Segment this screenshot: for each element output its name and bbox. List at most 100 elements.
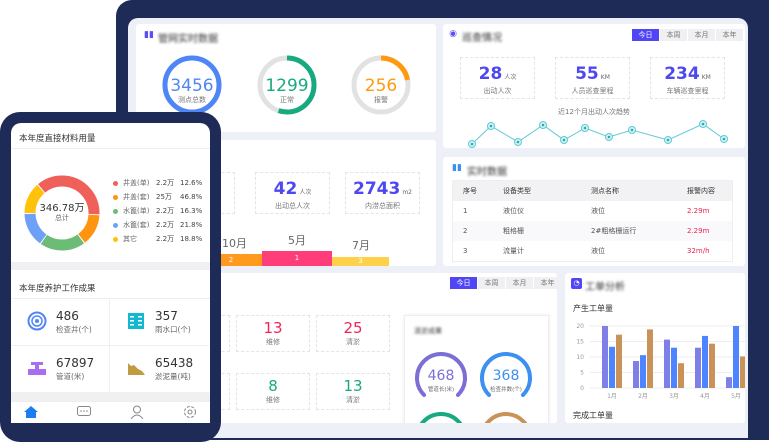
- stat-value: 2743: [353, 179, 401, 199]
- legend-name: 井盖(套): [123, 193, 150, 201]
- trend-point-center: [470, 142, 474, 146]
- legend-value: 2.2万: [156, 221, 175, 229]
- stat-value: 234: [664, 64, 700, 84]
- tab-week[interactable]: 本周: [660, 29, 687, 41]
- card-title: 实时数据: [467, 167, 507, 178]
- stat-unit: 人次: [299, 189, 312, 196]
- maintenance-item[interactable]: 65438 淤泥量(吨): [110, 346, 209, 393]
- cell: 液位: [591, 247, 605, 255]
- legend-name: 水篦(套): [123, 221, 150, 229]
- y-tick-label: 0: [580, 385, 584, 392]
- bar: [647, 329, 653, 388]
- month-bar: 1: [262, 251, 332, 266]
- tab-month[interactable]: 本月: [506, 277, 533, 289]
- user-icon[interactable]: [129, 405, 145, 419]
- legend-item: 水篦(套) 2.2万 21.8%: [113, 220, 202, 230]
- cell: 流量计: [503, 247, 524, 255]
- item-value: 65438: [155, 356, 194, 370]
- stat-total-dispatch: 42 人次 出动总人次: [255, 172, 330, 214]
- legend-value: 2.2万: [156, 179, 175, 187]
- bar: [671, 347, 677, 388]
- stat-label: 车辆巡查里程: [666, 87, 709, 95]
- section-separator: [11, 262, 210, 270]
- maintenance-item[interactable]: 486 检查井(个): [11, 299, 110, 346]
- trend-point-center: [701, 122, 705, 126]
- bar: [602, 326, 608, 388]
- item-label: 雨水口(个): [155, 325, 191, 334]
- bar-chart-icon: ▮▮: [144, 30, 154, 40]
- bar: [733, 326, 739, 388]
- legend-dot: [113, 236, 118, 242]
- tab-year[interactable]: 本年: [534, 277, 557, 289]
- chart-title-completed: 完成工单量: [573, 411, 613, 420]
- bar: [664, 339, 670, 388]
- legend-name: 井盖(单): [123, 179, 150, 187]
- cell: 液位仪: [503, 207, 524, 215]
- work-label: 维修: [266, 338, 280, 346]
- col-device: 设备类型: [493, 181, 581, 201]
- trend-point-center: [489, 124, 493, 128]
- trend-point-center: [666, 138, 670, 142]
- work-label: 清淤: [346, 338, 360, 346]
- stat-staff-mileage: 55 KM 人员巡查里程: [555, 57, 630, 99]
- pie-chart-icon: ◔: [571, 278, 582, 289]
- work-box: 13 清淤: [316, 373, 390, 410]
- trend-point-center: [607, 135, 611, 139]
- work-label: 清淤: [346, 396, 360, 404]
- table-row[interactable]: 3 流量计 液位 32m/h: [453, 241, 732, 261]
- item-label: 淤泥量(吨): [155, 372, 191, 381]
- stat-label: 内涝总面积: [365, 202, 400, 210]
- legend-dot: [113, 194, 118, 200]
- tab-month[interactable]: 本月: [688, 29, 715, 41]
- legend-value: 25万: [156, 193, 172, 201]
- cell: 3: [463, 247, 468, 255]
- home-icon[interactable]: [23, 405, 39, 419]
- legend-dot: [113, 222, 118, 228]
- gauge-value: 468: [427, 368, 455, 384]
- month-label: 5月: [288, 234, 306, 247]
- ring-label: 测点总数: [178, 96, 206, 104]
- divider: [11, 298, 210, 299]
- ring-label: 正常: [280, 96, 294, 104]
- stat-unit: 人次: [504, 74, 517, 81]
- x-tick-label: 2月: [638, 393, 648, 400]
- item-label: 检查井(个): [56, 325, 92, 334]
- tab-today[interactable]: 今日: [450, 277, 477, 289]
- phone-screen: 本年度直接材料用量 346.78万 总计 井盖(单) 2.2万 12.6% 井盖(套)…: [11, 123, 210, 423]
- table-row[interactable]: 2 粗格栅 2#粗格栅运行 2.29m: [453, 221, 732, 241]
- ring-value: 3456: [170, 76, 214, 96]
- legend-name: 水篦(单): [123, 207, 150, 215]
- maintenance-item[interactable]: 67897 管道(米): [11, 346, 110, 393]
- cell: 1: [463, 207, 468, 215]
- cell: 液位: [591, 207, 605, 215]
- dredge-summary-card: 42 人次 出动总人次 2743 m2 内涝总面积 10月 5月 7月 2 1 3: [200, 140, 436, 266]
- settings-icon[interactable]: [182, 405, 198, 419]
- trend-point-center: [562, 138, 566, 142]
- message-icon[interactable]: [76, 405, 92, 419]
- work-box: 25 清淤: [316, 315, 390, 352]
- legend-pct: 46.8%: [180, 193, 203, 201]
- legend-item: 井盖(套) 25万 46.8%: [113, 192, 202, 202]
- stat-label: 出动总人次: [275, 202, 310, 210]
- gauge-arc: [484, 412, 528, 423]
- y-tick-label: 10: [576, 354, 584, 361]
- item-value: 357: [155, 309, 178, 323]
- stat-unit: KM: [600, 74, 610, 81]
- col-index: 序号: [453, 181, 493, 201]
- table-row[interactable]: 1 液位仪 液位 2.29m: [453, 201, 732, 221]
- tab-week[interactable]: 本周: [478, 277, 505, 289]
- stat-value: 42: [273, 179, 298, 199]
- stat-value: 28: [478, 64, 503, 84]
- gauge-charts: [415, 352, 532, 423]
- tab-year[interactable]: 本年: [716, 29, 743, 41]
- work-value: 25: [343, 319, 363, 337]
- y-tick-label: 5: [580, 370, 584, 377]
- tab-today[interactable]: 今日: [632, 29, 659, 41]
- trend-line-chart: [468, 120, 728, 148]
- month-label: 7月: [352, 239, 370, 252]
- work-value: 8: [268, 377, 278, 395]
- materials-title: 本年度直接材料用量: [19, 134, 96, 144]
- maintenance-item[interactable]: 357 雨水口(个): [110, 299, 209, 346]
- patrol-card: ◉ 巡查情况 今日 本周 本月 本年 28 人次 出动人次 55 KM 人员巡查里程…: [443, 24, 745, 148]
- work-order-bar-chart: 0 5 10 15 20 1月 2月 3月 4月 5月: [576, 323, 745, 400]
